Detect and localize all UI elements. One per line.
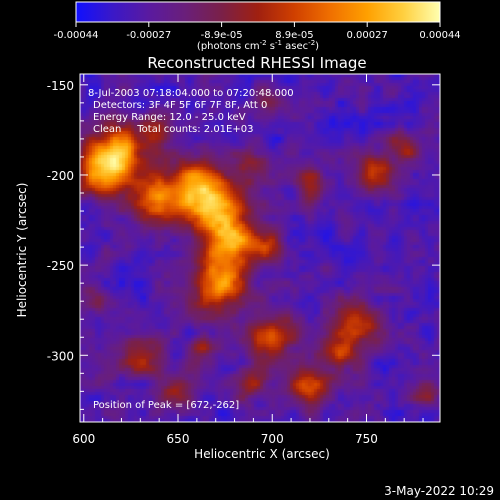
y-axis-ticks: -150 -200 -250 -300 <box>47 79 440 410</box>
y-tick-label: -250 <box>47 259 74 273</box>
x-tick-label: 600 <box>72 432 95 446</box>
colorbar-bar <box>75 1 441 23</box>
colorbar-tick-label: 8.9e-05 <box>275 30 313 41</box>
rhessi-image <box>80 74 440 422</box>
colorbar-tick-label: -0.00044 <box>54 30 99 41</box>
detectors-label: Detectors: 3F 4F 5F 6F 7F 8F, Att 0 <box>93 100 267 111</box>
y-axis-label: Heliocentric Y (arcsec) <box>15 183 29 318</box>
time-range-label: 8-Jul-2003 07:18:04.000 to 07:20:48.000 <box>88 88 294 99</box>
plot-title: Reconstructed RHESSI Image <box>147 54 366 72</box>
x-axis-label: Heliocentric X (arcsec) <box>194 447 330 461</box>
image-area: 600 650 700 750 -150 -200 -250 -300 <box>47 73 441 446</box>
energy-range-label: Energy Range: 12.0 - 25.0 keV <box>93 112 246 123</box>
x-tick-label: 650 <box>167 432 190 446</box>
x-tick-label: 700 <box>261 432 284 446</box>
colorbar-ticks: -0.00044 -0.00027 -8.9e-05 8.9e-05 0.00027 0.… <box>54 22 461 41</box>
colorbar-units: (photons cm-2 s-1 asec-2) <box>197 39 319 52</box>
y-tick-label: -300 <box>47 349 74 363</box>
clean-counts-label: Clean Total counts: 2.01E+03 <box>93 124 253 135</box>
x-tick-label: 750 <box>355 432 378 446</box>
annotations: 8-Jul-2003 07:18:04.000 to 07:20:48.000 … <box>88 88 294 411</box>
x-axis-ticks: 600 650 700 750 <box>72 74 424 446</box>
footer-date: 3-May-2022 10:29 <box>384 484 494 498</box>
peak-position-label: Position of Peak = [672,-262] <box>93 400 239 411</box>
y-tick-label: -150 <box>47 79 74 93</box>
colorbar-tick-label: 0.00044 <box>419 30 460 41</box>
colorbar-tick-label: 0.00027 <box>347 30 388 41</box>
colorbar: -0.00044 -0.00027 -8.9e-05 8.9e-05 0.00027 0.… <box>54 1 461 52</box>
colorbar-tick-label: -8.9e-05 <box>201 30 243 41</box>
y-tick-label: -200 <box>47 169 74 183</box>
colorbar-tick-label: -0.00027 <box>126 30 171 41</box>
plot-frame <box>79 73 441 423</box>
